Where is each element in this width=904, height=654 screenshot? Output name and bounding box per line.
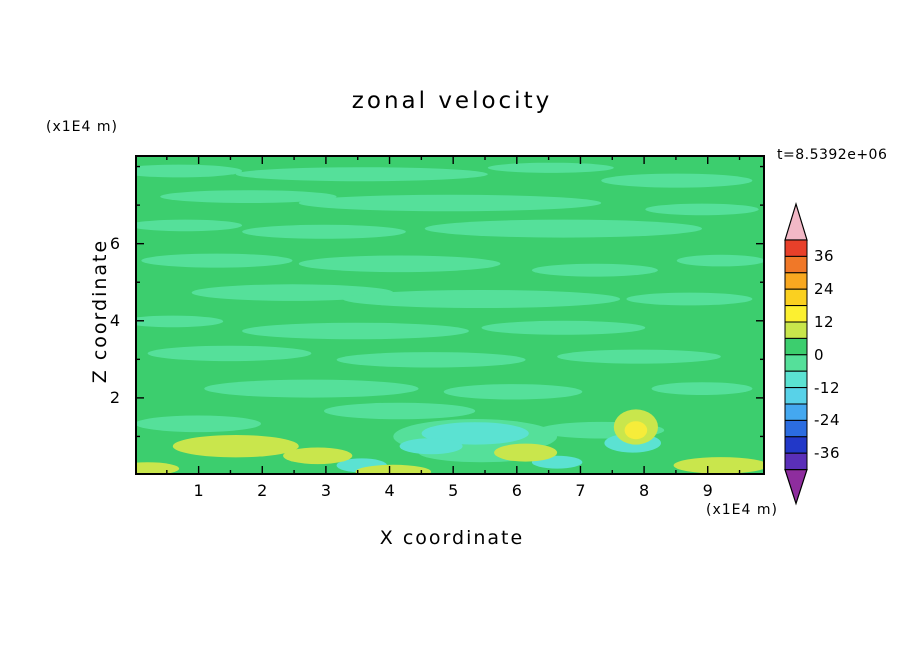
x-tick-label: 4 [384,481,395,500]
time-annotation: t=8.5392e+06 [777,147,888,163]
x-tick-label: 3 [320,481,331,500]
y-axis-units-label: (x1E4 m) [46,119,118,135]
x-tick-label: 8 [638,481,650,500]
x-tick-label: 1 [193,481,204,500]
x-axis-units-label: (x1E4 m) [706,502,778,518]
x-axis-title: X coordinate [379,527,525,549]
x-tick-label: 2 [257,481,268,500]
y-axis-title: Z coordinate [89,238,111,384]
x-tick-label: 9 [702,481,713,500]
chart-title: zonal velocity [351,88,553,114]
colorbar [784,201,808,506]
x-tick-label: 6 [511,481,522,500]
contour-field [135,155,765,475]
x-tick-label: 7 [575,481,586,500]
x-tick-label: 5 [448,481,459,500]
plot-area [135,155,765,475]
